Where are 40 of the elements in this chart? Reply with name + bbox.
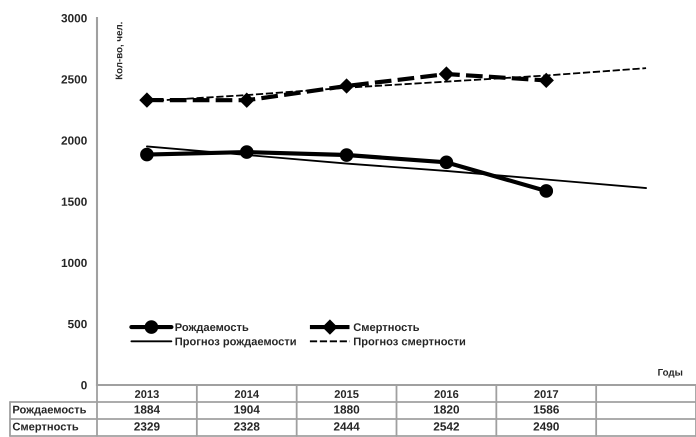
point [538,72,554,88]
data-label: 2542 [434,422,460,431]
point [140,148,154,162]
point [240,145,254,159]
x-tick-label: 2014 [234,390,260,398]
data-label: 2490 [534,422,559,431]
data-label: 2328 [234,422,260,431]
data-label: 2329 [134,422,160,431]
y-tick-label: 3000 [61,14,87,22]
point [339,78,354,94]
legend-label: Прогноз смертности [354,338,466,348]
legend-label: Смертность [354,323,420,334]
data-label: 1904 [234,405,260,414]
legend-label: Рождаемость [175,323,248,334]
y-axis-title: Кол-во, чел. [116,22,124,80]
y-tick-label: 0 [81,381,87,390]
data-label: 1880 [334,405,360,414]
y-tick-label: 1500 [62,198,87,206]
x-tick-label: 2016 [434,390,458,398]
data-label: 1884 [134,405,160,414]
point [340,148,354,162]
y-tick-label: 2500 [61,75,87,84]
text: Смертность [12,422,78,433]
point [239,92,254,108]
y-tick-label: 1000 [62,258,87,268]
legend-label: Прогноз рождаемости [175,338,296,348]
x-axis-title: Годы [658,368,682,378]
point [440,156,454,170]
point [539,184,554,198]
data-label: 2444 [334,422,360,431]
text: Рождаемость [13,406,86,416]
data-label: 1820 [434,405,460,414]
data-label: 1586 [534,405,559,414]
point [139,92,154,108]
y-tick-label: 500 [68,320,87,328]
y-tick-label: 2000 [61,136,87,145]
x-tick-label: 2013 [134,390,159,398]
x-tick-label: 2015 [334,390,359,398]
x-tick-label: 2017 [534,390,558,398]
point [438,66,454,82]
